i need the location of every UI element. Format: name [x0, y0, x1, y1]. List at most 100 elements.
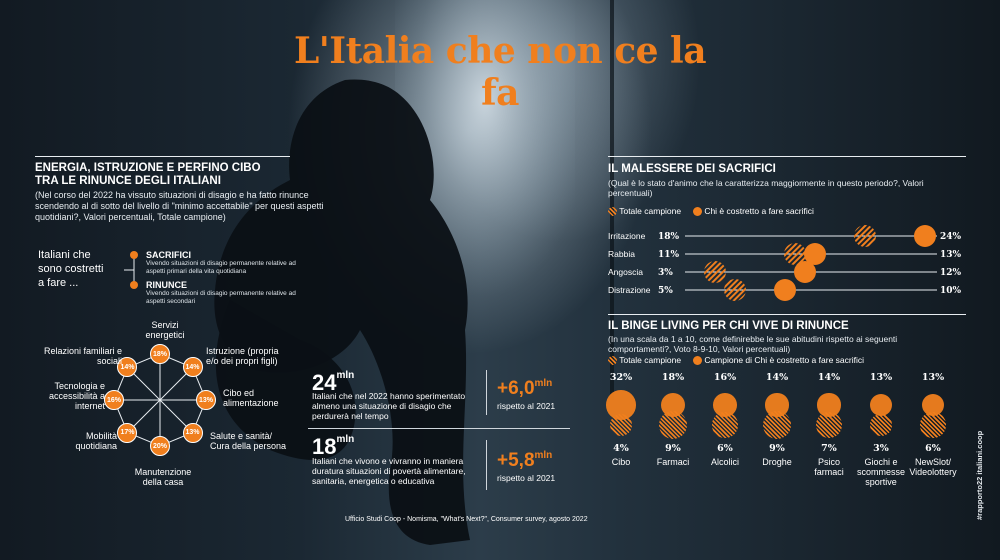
binge-column-label: Psico farmaci — [814, 457, 844, 477]
binge-total-value: 3% — [873, 443, 889, 454]
stat-24mln: 24mln — [312, 370, 355, 395]
binge-total-value: 9% — [769, 443, 785, 454]
side-tag: #rapporto22 italiani.coop — [975, 430, 984, 520]
malessere-sacrifici-value: 13% — [940, 250, 962, 260]
binge-sacrifici-dot — [921, 393, 945, 417]
binge-column-label: Cibo — [611, 457, 631, 467]
malessere-sacrifici-value: 12% — [940, 268, 962, 278]
malessere-row-label: Angoscia — [608, 267, 643, 277]
binge-sacrifici-value: 14% — [765, 372, 789, 383]
wheel-label-salute: Salute e sanità/ Cura della persona — [210, 431, 287, 451]
divider — [486, 440, 487, 490]
binge-column-label: Alcolici — [710, 457, 739, 467]
binge-total-dot — [870, 414, 892, 436]
dot-legend-icon — [692, 207, 702, 217]
stat-18mln-text: Italiani che vivono e vivranno in manier… — [312, 456, 466, 486]
binge-sacrifici-value: 32% — [609, 372, 633, 383]
binge-sacrifici-value: 13% — [921, 372, 945, 383]
wheel-node: 14% — [117, 357, 138, 378]
binge-heading: IL BINGE LIVING PER CHI VIVE DI RINUNCE — [608, 320, 849, 332]
binge-sacrifici-dot — [660, 392, 686, 418]
malessere-total-dot — [704, 261, 726, 283]
binge-sacrifici-dot — [765, 393, 789, 417]
page-title: L'Italia che non ce la fa — [293, 30, 707, 114]
malessere-sacrifici-dot — [914, 225, 936, 247]
legend-rinunce: RINUNCE Vivendo situazioni di disagio pe… — [146, 280, 296, 305]
malessere-chart: Irritazione 18% 24% Rabbia 11% 13% Angoscia 3% 1… — [608, 225, 962, 301]
binge-total-value: 6% — [717, 443, 733, 454]
binge-total-value: 6% — [925, 443, 941, 454]
binge-column-label: Farmaci — [656, 457, 690, 467]
legend-bracket — [124, 251, 138, 289]
wheel-label-mobilita: Mobilità quotidiana — [75, 431, 117, 451]
binge-sacrifici-dot — [869, 393, 893, 417]
divider — [308, 428, 570, 429]
stat-18mln: 18mln — [312, 434, 355, 459]
malessere-sacrifici-dot — [774, 279, 796, 301]
binge-sacrifici-dot — [817, 393, 841, 417]
wheel-node: 17% — [117, 422, 138, 443]
wheel-label-istruzione: Istruzione (propria e/o dei propri figli… — [206, 346, 279, 366]
binge-column: 18% 9% Farmaci — [648, 372, 698, 467]
divider — [608, 156, 966, 157]
binge-column: 16% 6% Alcolici — [700, 372, 750, 467]
malessere-total-value: 18% — [658, 232, 680, 242]
binge-column: 13% 6% NewSlot/ Videolottery — [908, 372, 958, 477]
wheel-label-relazioni: Relazioni familiari e sociali — [43, 346, 122, 366]
binge-total-value: 4% — [613, 443, 629, 454]
malessere-sacrifici-dot — [794, 261, 816, 283]
wheel-label-tecnologia: Tecnologia e accessibilità a internet — [48, 381, 105, 411]
malessere-total-dot — [784, 243, 806, 265]
source-note: Ufficio Studi Coop - Nomisma, "What's Ne… — [345, 516, 588, 523]
binge-column-label: Giochi e scommesse sportive — [856, 457, 905, 487]
binge-column: 32% 4% Cibo — [596, 372, 646, 467]
wheel-node: 13% — [182, 422, 203, 443]
malessere-row-label: Distrazione — [608, 285, 651, 295]
divider — [608, 314, 966, 315]
divider — [35, 156, 290, 157]
delta-58: +5,8mln — [497, 450, 553, 471]
binge-sacrifici-value: 18% — [661, 372, 685, 383]
left-heading: ENERGIA, ISTRUZIONE E PERFINO CIBO TRA L… — [35, 162, 261, 187]
binge-column-label: NewSlot/ Videolottery — [909, 457, 957, 477]
malessere-row-label: Rabbia — [608, 249, 635, 259]
binge-sacrifici-value: 16% — [713, 372, 737, 383]
wheel-label-energia: Servizi energetici — [145, 320, 185, 340]
wheel-node: 16% — [104, 390, 124, 410]
wheel-node: 13% — [196, 390, 216, 410]
binge-sacrifici-dot — [606, 390, 636, 420]
binge-column-label: Droghe — [762, 457, 792, 467]
malessere-total-dot — [854, 225, 876, 247]
malessere-heading: IL MALESSERE DEI SACRIFICI — [608, 163, 776, 175]
malessere-total-dot — [724, 279, 746, 301]
malessere-sacrifici-dot — [804, 243, 826, 265]
left-question: (Nel corso del 2022 ha vissuto situazion… — [35, 190, 324, 222]
binge-total-value: 9% — [665, 443, 681, 454]
binge-question: (In una scala da 1 a 10, come definirebb… — [608, 334, 898, 354]
wheel-label-cibo: Cibo ed alimentazione — [223, 388, 279, 408]
stat-24mln-text: Italiani che nel 2022 hanno sperimentato… — [312, 391, 466, 421]
malessere-row-label: Irritazione — [608, 231, 646, 241]
delta-60: +6,0mln — [497, 378, 553, 399]
binge-column: 14% 7% Psico farmaci — [804, 372, 854, 477]
hatch-legend-icon — [608, 356, 617, 366]
malessere-total-value: 11% — [658, 250, 680, 260]
hatch-legend-icon — [608, 207, 617, 217]
binge-legend: Totale campione Campione di Chi è costre… — [608, 355, 864, 366]
binge-total-value: 7% — [821, 443, 837, 454]
dot-legend-icon — [692, 356, 702, 366]
delta-58-text: rispetto al 2021 — [497, 473, 556, 483]
malessere-sacrifici-value: 24% — [940, 232, 962, 242]
binge-column: 13% 3% Giochi e scommesse sportive — [856, 372, 906, 487]
divider — [486, 370, 487, 415]
wheel-label-casa: Manutenzione della casa — [134, 467, 192, 487]
side-tag-anchor: #rapporto22 italiani.coop — [975, 431, 985, 530]
wheel-node: 14% — [182, 357, 203, 378]
binge-total-dot — [920, 412, 946, 438]
binge-column: 14% 9% Droghe — [752, 372, 802, 467]
intro-text: Italiani che sono costretti a fare ... — [38, 249, 104, 289]
binge-sacrifici-dot — [713, 393, 737, 417]
delta-60-text: rispetto al 2021 — [497, 401, 556, 411]
malessere-sacrifici-value: 10% — [940, 286, 962, 296]
binge-sacrifici-value: 14% — [817, 372, 841, 383]
